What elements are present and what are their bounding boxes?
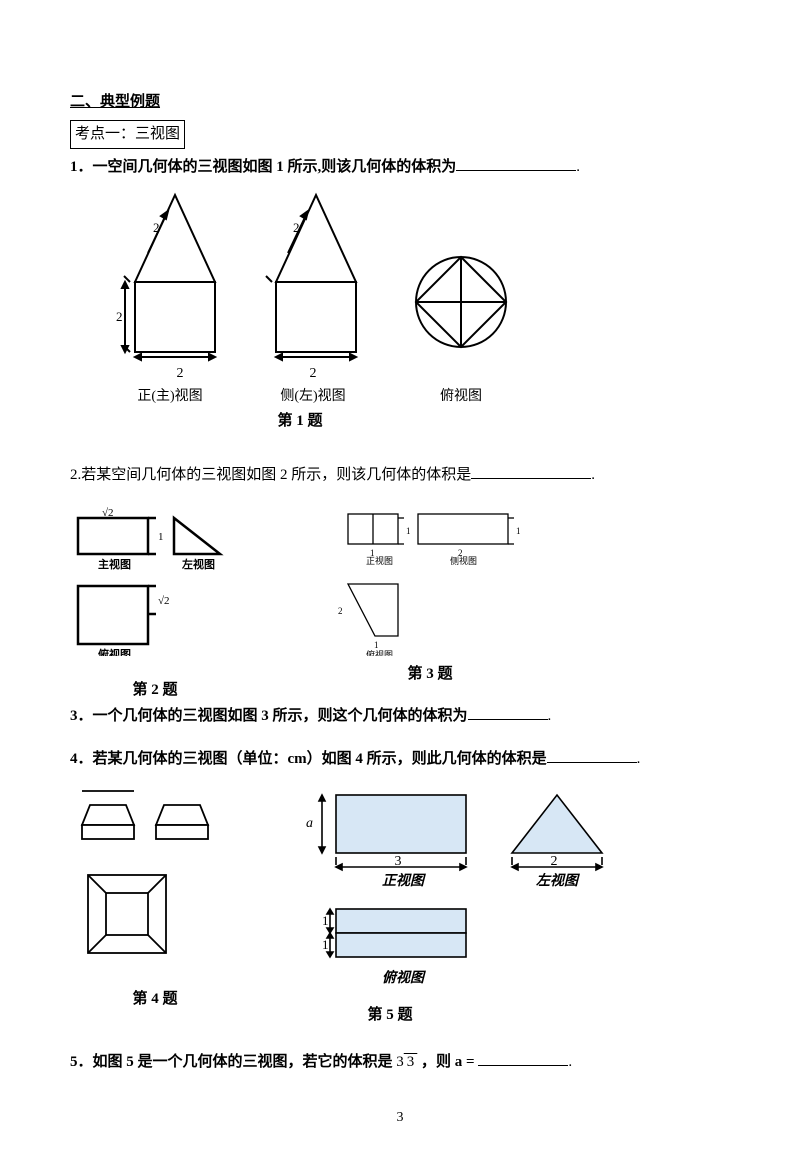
q1-front-svg: 2 2 xyxy=(110,187,230,362)
svg-text:俯视图: 俯视图 xyxy=(382,969,426,986)
svg-text:2: 2 xyxy=(116,309,123,324)
svg-text:俯视图: 俯视图 xyxy=(366,649,393,656)
fig3-svg: 1 正视图 2 侧视图 1 1 2 1 俯视图 xyxy=(330,506,530,656)
fig2-cap: 第 2 题 xyxy=(70,678,240,704)
fig4-cap: 第 4 题 xyxy=(70,987,240,1013)
q2-text: 2.若某空间几何体的三视图如图 2 所示，则该几何体的体积是. xyxy=(70,463,730,489)
q5-period: . xyxy=(568,1054,572,1070)
svg-text:2: 2 xyxy=(212,807,217,817)
q5-blank xyxy=(478,1050,568,1066)
fig5-cap: 第 5 题 xyxy=(300,1003,480,1029)
svg-text:1: 1 xyxy=(158,531,164,543)
section-sub: 考点一：三视图 xyxy=(70,120,185,150)
svg-text:1: 1 xyxy=(322,937,329,952)
q3-text: 3．一个几何体的三视图如图 3 所示，则这个几何体的体积为. xyxy=(70,704,730,730)
q2-blank xyxy=(471,463,591,479)
svg-text:2: 2 xyxy=(124,787,129,789)
svg-text:4: 4 xyxy=(174,921,179,931)
svg-text:1: 1 xyxy=(406,526,411,536)
q4-blank xyxy=(547,747,637,763)
svg-text:√2: √2 xyxy=(158,595,170,607)
fig3-cap: 第 3 题 xyxy=(330,662,530,688)
svg-text:2: 2 xyxy=(551,854,558,869)
q1-front-wrap: 2 2 2 正(主)视图 xyxy=(110,187,230,410)
q1-period: . xyxy=(576,159,580,175)
svg-text:左视图: 左视图 xyxy=(536,872,580,889)
fig4-svg: 2 2 2 2 2 正视图 侧视图 4 4 俯视图 xyxy=(70,787,240,987)
fig3: 1 正视图 2 侧视图 1 1 2 1 俯视图 第 3 题 xyxy=(330,506,530,704)
q1-side-svg: 2 xyxy=(258,187,368,362)
q2-period: . xyxy=(591,467,595,483)
q4-period: . xyxy=(637,751,641,767)
q5-expr: 3 3 xyxy=(396,1054,417,1070)
q1-top-wrap: 俯视图 xyxy=(406,247,516,409)
q4-text: 4．若某几何体的三视图（单位：cm）如图 4 所示，则此几何体的体积是. xyxy=(70,747,730,773)
fig4: 2 2 2 2 2 正视图 侧视图 4 4 俯视图 第 4 题 xyxy=(70,787,240,1013)
q4-q5-figs: 2 2 2 2 2 正视图 侧视图 4 4 俯视图 第 4 题 a xyxy=(70,787,730,1029)
q1-front-label: 正(主)视图 xyxy=(110,385,230,409)
svg-text:√2: √2 xyxy=(102,507,114,519)
q5-pre: 5．如图 5 是一个几何体的三视图，若它的体积是 xyxy=(70,1054,393,1070)
svg-text:俯视图: 俯视图 xyxy=(108,961,138,974)
q1-line: 1．一空间几何体的三视图如图 1 所示,则该几何体的体积为 xyxy=(70,159,456,175)
section-heading: 二、典型例题 xyxy=(70,90,730,116)
svg-text:4: 4 xyxy=(174,897,179,907)
q2-q3-figs: √2 1 √2 主视图 左视图 俯视图 第 2 题 1 正视图 2 侧视图 xyxy=(70,506,730,704)
svg-text:侧视图: 侧视图 xyxy=(450,555,477,566)
q1-caption: 第 1 题 xyxy=(90,409,510,435)
svg-text:3: 3 xyxy=(395,854,402,869)
page: 二、典型例题 考点一：三视图 1．一空间几何体的三视图如图 1 所示,则该几何体… xyxy=(0,0,800,1169)
svg-text:a: a xyxy=(306,816,313,831)
q1-top-label: 俯视图 xyxy=(406,385,516,409)
svg-text:侧视图: 侧视图 xyxy=(166,843,196,856)
q1-text: 1．一空间几何体的三视图如图 1 所示,则该几何体的体积为. xyxy=(70,155,730,181)
q5-text: 5．如图 5 是一个几何体的三视图，若它的体积是 3 3 ，则 a = . xyxy=(70,1050,730,1076)
q1-blank xyxy=(456,155,576,171)
svg-text:俯视图: 俯视图 xyxy=(98,647,131,656)
q2-line: 2.若某空间几何体的三视图如图 2 所示，则该几何体的体积是 xyxy=(70,467,471,483)
q4-line: 4．若某几何体的三视图（单位：cm）如图 4 所示，则此几何体的体积是 xyxy=(70,751,547,767)
q1-side-wrap: 2 2 侧(左)视图 xyxy=(258,187,368,410)
svg-text:正视图: 正视图 xyxy=(382,872,426,889)
fig2: √2 1 √2 主视图 左视图 俯视图 第 2 题 xyxy=(70,506,240,704)
svg-text:1: 1 xyxy=(516,526,521,536)
q1-figures: 2 2 2 正(主)视图 2 2 侧(左)视图 xyxy=(110,187,730,410)
svg-text:左视图: 左视图 xyxy=(181,557,215,571)
svg-text:正视图: 正视图 xyxy=(366,555,393,566)
svg-text:2: 2 xyxy=(293,220,300,235)
q3-line: 3．一个几何体的三视图如图 3 所示，则这个几何体的体积为 xyxy=(70,708,468,724)
svg-text:1: 1 xyxy=(322,913,329,928)
page-number: 3 xyxy=(70,1106,730,1130)
svg-text:2: 2 xyxy=(106,787,111,789)
svg-text:2: 2 xyxy=(212,827,217,837)
fig5-svg: a 3 正视图 2 左视图 1 1 俯视图 xyxy=(300,787,620,997)
svg-text:主视图: 主视图 xyxy=(98,557,131,571)
q1-top-svg xyxy=(406,247,516,357)
q3-blank xyxy=(468,704,548,720)
q5-mid: ，则 a = xyxy=(421,1054,475,1070)
svg-text:1: 1 xyxy=(374,640,379,650)
fig5: a 3 正视图 2 左视图 1 1 俯视图 xyxy=(300,787,620,1029)
q3-period: . xyxy=(548,708,552,724)
svg-text:2: 2 xyxy=(338,606,343,616)
fig2-svg: √2 1 √2 主视图 左视图 俯视图 xyxy=(70,506,240,656)
q1-side-label: 侧(左)视图 xyxy=(258,385,368,409)
svg-text:2: 2 xyxy=(88,787,93,789)
svg-text:正视图: 正视图 xyxy=(92,843,122,856)
svg-text:2: 2 xyxy=(153,220,160,235)
